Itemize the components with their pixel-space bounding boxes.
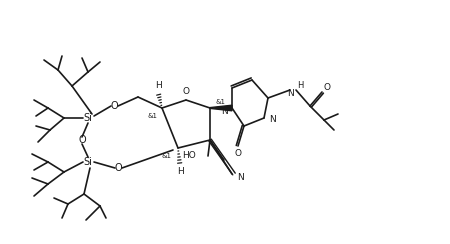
Text: O: O <box>234 150 242 159</box>
Text: &1: &1 <box>215 99 225 105</box>
Text: O: O <box>183 88 189 96</box>
Text: O: O <box>114 163 122 173</box>
Text: N: N <box>220 108 227 116</box>
Text: H: H <box>155 81 162 91</box>
Text: H: H <box>176 167 184 176</box>
Text: N: N <box>269 115 275 124</box>
Text: Si: Si <box>84 157 92 167</box>
Text: O: O <box>324 82 330 92</box>
Text: H: H <box>297 81 303 91</box>
Polygon shape <box>210 105 232 111</box>
Text: &1: &1 <box>161 153 171 159</box>
Text: N: N <box>237 173 243 183</box>
Text: &1: &1 <box>147 113 157 119</box>
Text: Si: Si <box>84 113 92 123</box>
Text: HO: HO <box>182 152 196 161</box>
Text: O: O <box>110 101 118 111</box>
Text: O: O <box>78 135 86 145</box>
Text: N: N <box>288 90 294 99</box>
